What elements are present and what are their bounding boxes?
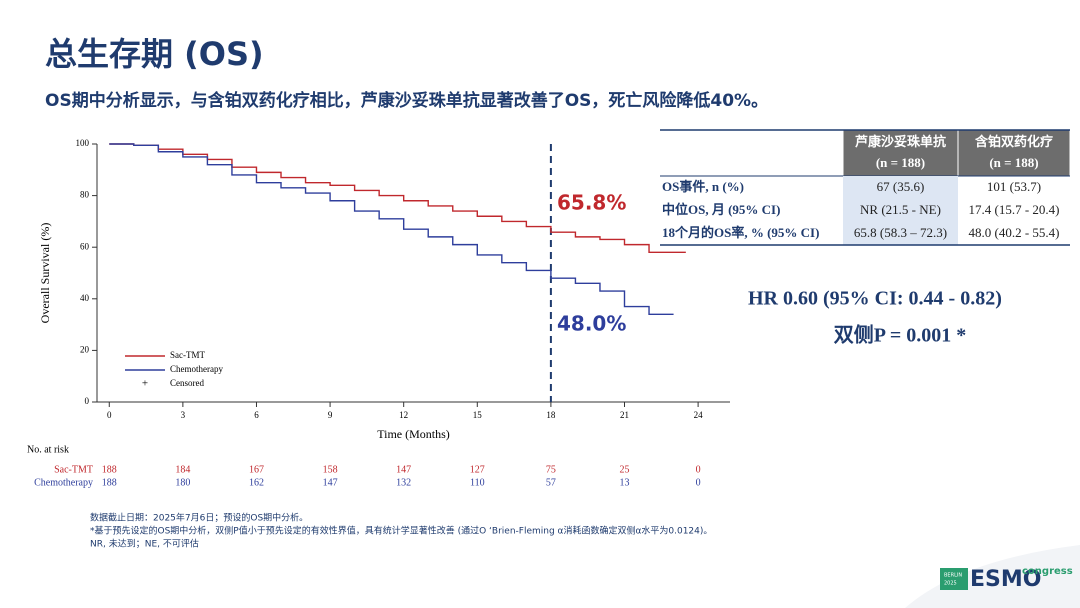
risk-title: No. at risk [27,444,69,455]
x-tick-label: 15 [473,410,483,420]
x-tick-label: 21 [620,410,629,420]
title: 总生存期 (OS) [45,35,264,73]
table-cell: 18个月的OS率, % (95% CI) [662,225,819,240]
annotation: 48.0% [557,312,626,336]
table-header-cell [957,129,1071,177]
footnote: 数据截止日期：2025年7月6日；预设的OS期中分析。 [90,512,308,524]
x-tick-label: 18 [546,410,556,420]
risk-value: 162 [249,477,264,488]
risk-value: 110 [470,477,485,488]
logo-brand: ESMO [970,567,1041,592]
risk-value: 180 [175,477,190,488]
table-cell: OS事件, n (%) [662,179,744,194]
table-cell: 65.8 (58.3 – 72.3) [854,225,947,240]
legend-marker: + [142,378,148,390]
logo-event: congress [1022,566,1073,577]
annotation: 65.8% [557,191,626,215]
risk-value: 147 [396,464,411,475]
table-cell: 67 (35.6) [877,179,925,194]
legend-label: Chemotherapy [170,364,223,374]
table-highlight [843,176,958,245]
subtitle: OS期中分析显示，与含铂双药化疗相比，芦康沙妥珠单抗显著改善了OS，死亡风险降低… [45,90,768,111]
p-value: 双侧P = 0.001 * [834,323,967,347]
risk-value: 147 [323,477,338,488]
logo-badge [940,568,968,590]
table-header-text: 芦康沙妥珠单抗 [855,134,946,149]
risk-value: 188 [102,477,117,488]
x-tick-label: 9 [328,410,333,420]
risk-row-label: Sac-TMT [54,464,93,475]
table-cell: 48.0 (40.2 - 55.4) [969,225,1060,240]
legend-label: Censored [170,378,204,388]
table-cell: 101 (53.7) [987,179,1041,194]
footnote: *基于预先设定的OS期中分析，双侧P值小于预先设定的有效性界值，具有统计学显著性… [90,525,712,537]
table-header-text: 含铂双药化疗 [974,134,1053,149]
y-tick-label: 60 [80,241,90,251]
x-tick-label: 12 [399,410,408,420]
risk-value: 0 [696,464,701,475]
decor [905,545,1080,608]
logo-city: BERLIN [944,573,962,579]
risk-value: 57 [546,477,556,488]
risk-value: 25 [620,464,630,475]
x-tick-label: 6 [254,410,259,420]
risk-value: 132 [396,477,411,488]
risk-value: 158 [323,464,338,475]
y-tick-label: 40 [80,293,90,303]
x-tick-label: 3 [181,410,186,420]
y-axis-label: Overall Survival (%) [38,223,52,324]
y-tick-label: 20 [80,344,90,354]
table-header-text: (n = 188) [989,155,1038,170]
risk-value: 75 [546,464,556,475]
risk-value: 0 [696,477,701,488]
risk-value: 188 [102,464,117,475]
legend-label: Sac-TMT [170,350,205,360]
table-cell: 中位OS, 月 (95% CI) [662,202,780,217]
hazard-ratio: HR 0.60 (95% CI: 0.44 - 0.82) [748,288,1002,310]
risk-row-label: Chemotherapy [34,477,93,488]
table-cell: 17.4 (15.7 - 20.4) [969,202,1060,217]
risk-value: 13 [620,477,630,488]
y-tick-label: 100 [76,138,90,148]
survival-curve [109,143,674,315]
y-tick-label: 80 [80,190,90,200]
footnote: NR, 未达到；NE, 不可评估 [90,538,199,550]
risk-value: 167 [249,464,264,475]
x-tick-label: 0 [107,410,112,420]
table-cell: NR (21.5 - NE) [860,202,941,217]
y-tick-label: 0 [85,396,90,406]
x-axis-label: Time (Months) [377,427,450,441]
table-header-text: (n = 188) [876,155,925,170]
risk-value: 127 [470,464,485,475]
x-tick-label: 24 [694,410,704,420]
logo-year: 2025 [944,581,957,587]
risk-value: 184 [175,464,190,475]
